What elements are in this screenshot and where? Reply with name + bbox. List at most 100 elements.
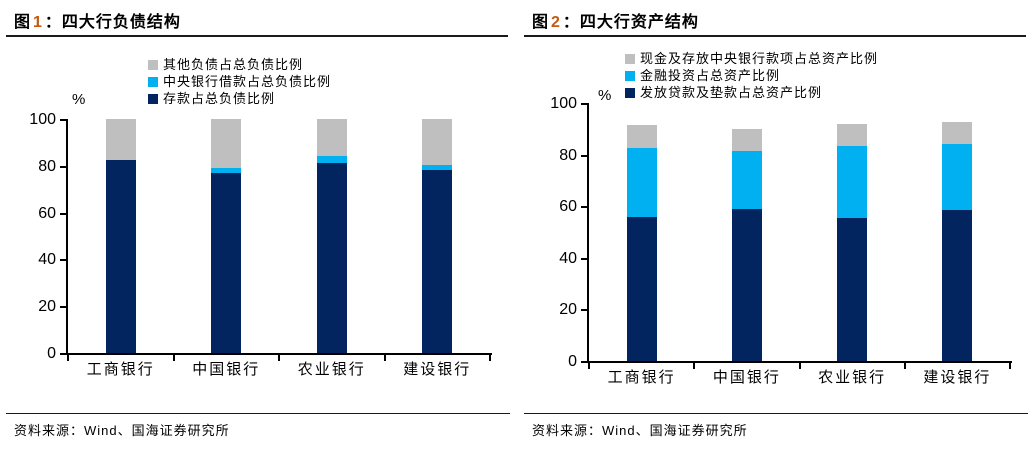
x-axis-tick <box>588 363 590 369</box>
bar-segment <box>837 145 868 218</box>
y-tick-label: 60 <box>559 198 577 216</box>
y-axis-unit-label: % <box>598 87 612 104</box>
legend-swatch <box>625 53 635 64</box>
category-label: 工商银行 <box>607 369 676 386</box>
y-tick-label: 40 <box>559 249 577 267</box>
legend-label: 存款占总负债比例 <box>163 91 276 106</box>
bar-segment <box>422 170 453 353</box>
y-tick-label: 20 <box>38 298 56 316</box>
figure-2-source-rule <box>524 413 1028 414</box>
legend-swatch <box>625 87 635 98</box>
category-label: 工商银行 <box>86 361 155 378</box>
legend-swatch <box>148 76 158 87</box>
y-axis <box>66 119 68 355</box>
bar-segment <box>942 210 973 361</box>
bar-segment <box>626 216 657 361</box>
y-axis-tick <box>581 206 587 209</box>
bar-segment <box>837 217 868 361</box>
y-axis-unit-label: % <box>72 91 86 108</box>
bar-segment <box>626 124 657 149</box>
figure-2-chart-canvas: 0 20 40 60 80 100% 工商银行 中国银行 农业银行 建设银行 现金及存放中央银行款项… <box>518 0 1036 455</box>
bar-segment <box>422 164 453 171</box>
legend: 其他负债占总负债比例中央银行借款占总负债比例 存款占总负债比例 <box>148 56 331 107</box>
legend-label: 金融投资占总资产比例 <box>640 68 781 83</box>
figure-1-title-prefix: 图 <box>14 14 32 31</box>
bar-segment <box>626 148 657 217</box>
y-axis-tick <box>581 309 587 312</box>
x-axis <box>66 353 492 355</box>
bar-segment <box>316 156 347 164</box>
legend-item: 发放贷款及垫款占总资产比例 <box>625 84 878 101</box>
figure-1-chart-canvas: 0 20 40 60 80 100% 工商银行 中国银行 农业银行 建设银行 其他负债占总负债比例中… <box>29 56 492 378</box>
x-axis-tick <box>1009 363 1011 369</box>
y-tick-label: 100 <box>550 95 577 112</box>
bar-segment <box>422 119 453 165</box>
bar-segment <box>316 119 347 157</box>
legend-item: 金融投资占总资产比例 <box>625 67 878 84</box>
bar-segment <box>942 122 973 145</box>
legend-item: 其他负债占总负债比例 <box>148 56 331 73</box>
bar-segment <box>211 172 242 353</box>
legend-label: 中央银行借款占总负债比例 <box>163 74 332 89</box>
y-axis-tick <box>581 257 587 260</box>
figure-1-number: 1 <box>33 14 43 31</box>
category-label: 建设银行 <box>923 369 992 386</box>
bar-segment <box>731 128 762 151</box>
category-label: 建设银行 <box>403 361 472 378</box>
figure-1-source-rule <box>6 413 510 414</box>
bar-segment <box>211 119 242 169</box>
legend-swatch <box>148 59 158 70</box>
figure-2-title-text: ：四大行资产结构 <box>562 14 699 31</box>
figure-1-title-rule <box>6 35 508 37</box>
x-axis-tick <box>489 355 491 361</box>
x-axis-tick <box>693 363 696 369</box>
legend-item: 现金及存放中央银行款项占总资产比例 <box>625 50 878 67</box>
figure-1-panel: 图 1 ：四大行负债结构 0 20 40 60 80 100% 工商银行 中国银行 农业银行 建设银行… <box>6 8 510 438</box>
bar-segment <box>731 208 762 361</box>
bar-segment <box>837 123 868 146</box>
figure-2-panel: 图 2 ：四大行资产结构 0 20 40 60 80 100% 工商银行 中国银行 农业银行 建设银行… <box>518 0 1036 455</box>
y-axis <box>587 103 589 363</box>
y-axis-tick <box>60 259 66 262</box>
bar-segment <box>942 144 973 211</box>
category-label: 中国银行 <box>192 361 261 378</box>
y-tick-label: 40 <box>38 251 56 269</box>
x-axis-tick <box>798 363 801 369</box>
y-axis-tick <box>60 119 66 121</box>
y-axis-tick <box>60 306 66 309</box>
y-tick-label: 60 <box>38 204 56 222</box>
y-tick-label: 20 <box>559 301 577 319</box>
figure-1-title: 图 1 ：四大行负债结构 <box>14 8 181 32</box>
legend-swatch <box>148 93 158 104</box>
bar-segment <box>105 119 136 160</box>
legend-swatch <box>625 70 635 81</box>
legend-item: 存款占总负债比例 <box>148 90 331 107</box>
legend-label: 现金及存放中央银行款项占总资产比例 <box>640 51 879 66</box>
category-label: 农业银行 <box>818 369 887 386</box>
y-tick-label: 0 <box>568 353 577 370</box>
legend-label: 其他负债占总负债比例 <box>163 57 304 72</box>
bar-segment <box>211 168 242 173</box>
y-tick-label: 80 <box>38 157 56 175</box>
bar-segment <box>316 163 347 353</box>
bar-segment <box>731 150 762 209</box>
category-label: 中国银行 <box>712 369 781 386</box>
y-tick-label: 0 <box>47 345 56 362</box>
figure-1-title-text: ：四大行负债结构 <box>44 14 181 31</box>
figure-2-title: 图 2 ：四大行资产结构 <box>532 8 699 32</box>
y-axis-tick <box>581 361 587 363</box>
y-axis-tick <box>60 212 66 215</box>
x-axis-tick <box>903 363 906 369</box>
y-tick-label: 80 <box>559 146 577 164</box>
x-axis-tick <box>383 355 386 361</box>
x-axis <box>587 361 1012 363</box>
y-axis-tick <box>60 165 66 168</box>
figure-2-number: 2 <box>551 14 561 31</box>
y-axis-tick <box>581 154 587 157</box>
y-axis-tick <box>581 103 587 105</box>
x-axis-tick <box>278 355 280 361</box>
figure-2-title-rule <box>524 35 1026 37</box>
bar-segment <box>105 159 136 353</box>
x-axis-tick <box>67 355 69 361</box>
legend: 现金及存放中央银行款项占总资产比例 金融投资占总资产比例 发放贷款及垫款占总资产比例 <box>625 50 878 101</box>
